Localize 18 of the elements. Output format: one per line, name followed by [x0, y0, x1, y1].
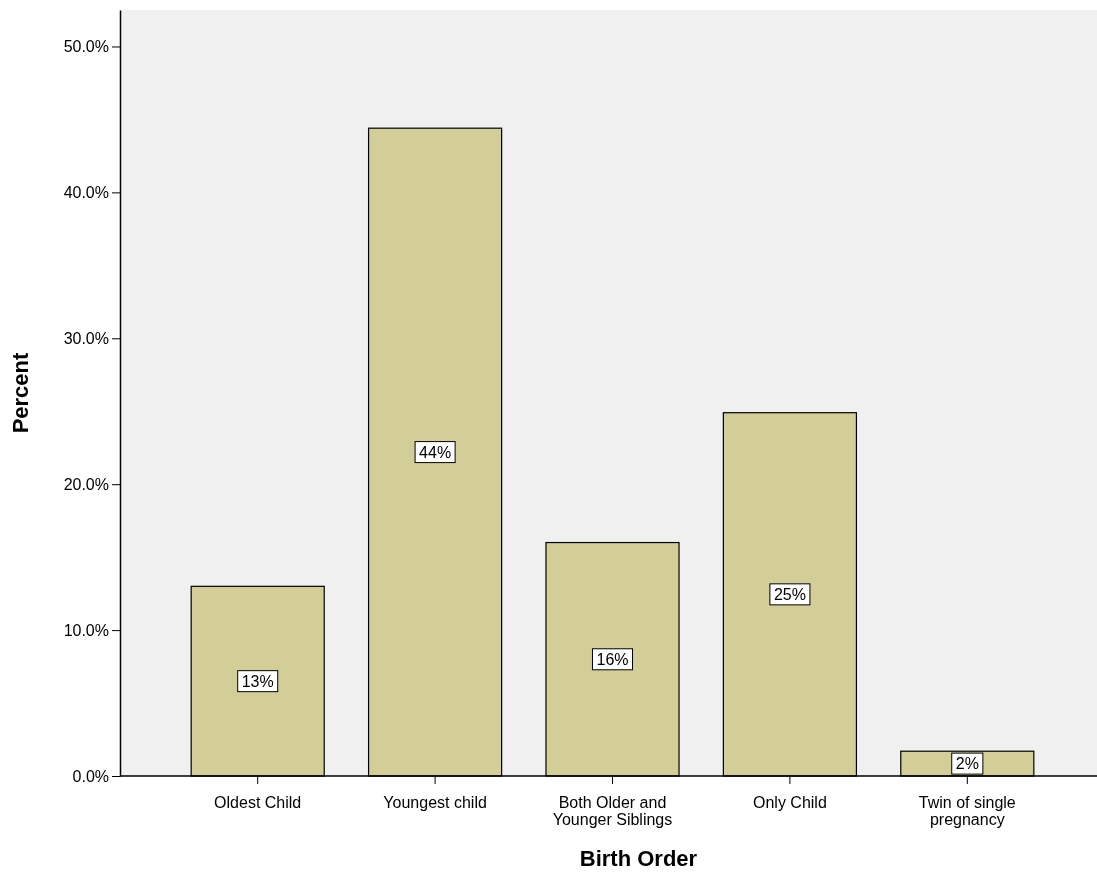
x-axis-title: Birth Order [579, 846, 698, 871]
y-tick-label: 20.0% [63, 475, 109, 493]
y-tick-label: 50.0% [63, 38, 109, 56]
x-tick-label: Twin of single pregnancy [918, 793, 1016, 828]
data-label: 25% [773, 585, 806, 603]
x-tick-label: Only Child [752, 793, 827, 811]
data-label: 44% [419, 443, 452, 461]
x-tick-label: Both Older and Younger Siblings [552, 793, 673, 828]
x-tick-label: Youngest child [383, 793, 487, 811]
data-label: 13% [241, 672, 274, 690]
y-axis-title: Percent [8, 351, 33, 434]
y-tick-label: 0.0% [72, 767, 109, 785]
data-label: 16% [596, 650, 629, 668]
y-tick-label: 10.0% [63, 621, 109, 639]
y-tick-label: 30.0% [63, 329, 109, 347]
y-tick-label: 40.0% [63, 184, 109, 201]
x-tick-label: Oldest Child [214, 793, 302, 811]
data-label: 2% [955, 755, 979, 773]
